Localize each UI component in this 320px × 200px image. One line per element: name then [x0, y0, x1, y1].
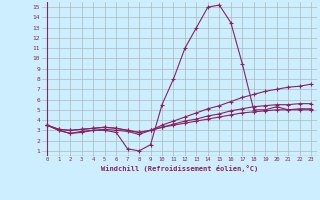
X-axis label: Windchill (Refroidissement éolien,°C): Windchill (Refroidissement éolien,°C)	[100, 165, 258, 172]
